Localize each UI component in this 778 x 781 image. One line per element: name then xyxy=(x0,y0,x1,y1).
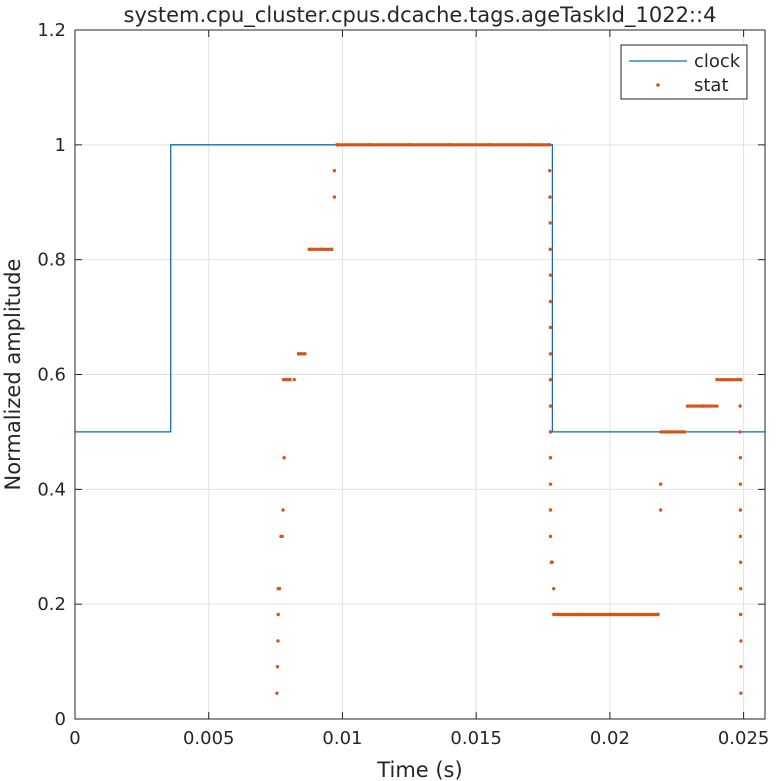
stat-point xyxy=(276,639,280,643)
stat-point xyxy=(303,352,307,356)
legend-label-clock: clock xyxy=(694,51,741,72)
stat-point xyxy=(656,612,660,617)
stat-point xyxy=(548,377,553,382)
axis-ticks: 0 0.005 0.01 0.015 0.02 0.025 0 0.2 0.4 0.6 0.8 1 1.… xyxy=(37,20,769,749)
stat-point xyxy=(281,508,285,512)
stat-point xyxy=(715,404,719,408)
stat-point xyxy=(527,143,532,147)
stat-point xyxy=(685,404,690,408)
x-tick-label: 0.005 xyxy=(183,728,235,749)
legend-swatch-stat xyxy=(656,83,660,87)
stat-point xyxy=(739,639,743,643)
x-tick-label: 0 xyxy=(69,728,80,749)
stat-point xyxy=(332,168,337,173)
x-tick-label: 0.015 xyxy=(450,728,502,749)
stat-point xyxy=(367,143,371,147)
x-axis-label: Time (s) xyxy=(376,758,462,781)
stat-point xyxy=(282,456,286,460)
plot-area xyxy=(75,143,765,695)
stat-point xyxy=(548,456,553,460)
y-tick-label: 0.8 xyxy=(37,250,66,271)
y-tick-label: 0.6 xyxy=(37,365,66,386)
y-tick-label: 0.2 xyxy=(37,594,66,615)
stat-point xyxy=(548,247,552,252)
stat-point xyxy=(680,430,684,434)
stat-point xyxy=(658,430,663,434)
stat-point xyxy=(335,143,339,147)
y-tick-label: 0.4 xyxy=(37,479,66,500)
stat-point xyxy=(548,325,553,330)
stat-point xyxy=(550,560,554,564)
stat-point xyxy=(739,377,743,382)
stat-point xyxy=(447,143,452,147)
stat-point xyxy=(581,612,585,617)
stat-point xyxy=(275,665,280,669)
stat-point xyxy=(287,377,291,382)
x-tick-label: 0.02 xyxy=(590,728,630,749)
stat-point xyxy=(276,612,280,617)
stat-point xyxy=(738,612,743,617)
stat-point xyxy=(738,508,743,512)
stat-point xyxy=(319,247,323,252)
stat-point xyxy=(552,586,556,591)
stat-point xyxy=(548,430,553,434)
stat-point xyxy=(738,456,743,460)
stat-point xyxy=(739,665,743,669)
legend-label-stat: stat xyxy=(694,75,729,96)
stat-point xyxy=(738,560,743,564)
stat-point xyxy=(548,534,553,539)
stat-point xyxy=(548,168,552,173)
stat-point xyxy=(308,247,313,252)
stat-point xyxy=(277,586,282,591)
legend-box xyxy=(620,44,748,100)
stat-point xyxy=(330,247,334,252)
stat-point xyxy=(738,586,743,591)
stat-point xyxy=(669,430,674,434)
stat-point xyxy=(407,143,412,147)
stat-point xyxy=(332,195,337,199)
stat-point xyxy=(275,691,279,695)
stat-point xyxy=(548,195,552,199)
stat-point xyxy=(548,404,553,408)
stat-point xyxy=(552,612,556,617)
stat-point xyxy=(548,508,553,512)
y-tick-label: 0 xyxy=(55,709,66,730)
x-tick-label: 0.01 xyxy=(322,728,362,749)
stat-point xyxy=(281,377,286,382)
stat-point xyxy=(738,534,743,539)
stat-point xyxy=(280,534,284,539)
stat-point xyxy=(738,482,743,486)
stat-point xyxy=(658,508,663,512)
series-stat xyxy=(275,143,743,695)
stat-point xyxy=(738,404,742,408)
stat-point xyxy=(548,299,553,304)
x-tick-label: 0.025 xyxy=(718,728,770,749)
stat-point xyxy=(608,612,612,617)
stat-point xyxy=(548,352,553,356)
stat-point xyxy=(739,691,743,695)
stat-point xyxy=(701,404,706,408)
stat-point xyxy=(548,273,553,277)
y-axis-label: Normalized amplitude xyxy=(1,259,25,491)
stat-point xyxy=(548,221,552,225)
stat-point xyxy=(487,143,492,147)
stat-point xyxy=(658,482,663,486)
stat-point xyxy=(728,377,732,382)
chart-title: system.cpu_cluster.cpus.dcache.tags.ageT… xyxy=(124,3,717,28)
stat-point xyxy=(297,352,302,356)
stat-point xyxy=(548,482,553,486)
stat-point xyxy=(715,377,719,382)
stat-point xyxy=(548,143,552,147)
legend: clock stat xyxy=(620,44,748,100)
stat-point xyxy=(738,430,742,434)
stat-point xyxy=(292,377,297,382)
y-tick-label: 1 xyxy=(55,135,66,156)
stat-point xyxy=(634,612,639,617)
y-tick-label: 1.2 xyxy=(37,20,66,41)
